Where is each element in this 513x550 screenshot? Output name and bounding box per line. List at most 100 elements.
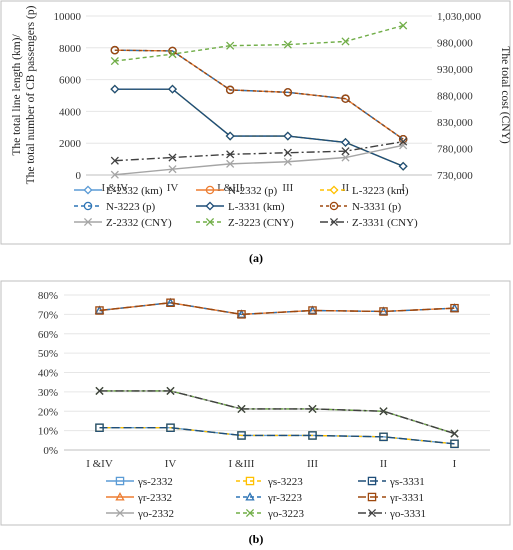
chart-b-ytick: 10% bbox=[38, 426, 58, 438]
legend-item-s-2332: γs-2332 bbox=[106, 476, 173, 488]
legend-marker bbox=[367, 508, 377, 518]
legend-marker bbox=[205, 217, 215, 227]
legend-marker bbox=[329, 185, 339, 195]
legend-item-l-3331-km: L-3331 (km) bbox=[196, 201, 285, 213]
data-point bbox=[283, 40, 292, 49]
data-point bbox=[379, 307, 388, 316]
legend-label: L-2332 (km) bbox=[106, 185, 163, 197]
data-point bbox=[225, 85, 235, 95]
data-point bbox=[399, 141, 408, 150]
chart-b-xtick: II bbox=[380, 458, 388, 470]
data-point bbox=[110, 56, 119, 66]
legend-label: N-3331 (p) bbox=[352, 201, 402, 213]
data-point bbox=[168, 50, 177, 59]
chart-a-ytick-left: 0 bbox=[76, 170, 82, 182]
legend-item-o-3331: γo-3331 bbox=[358, 508, 426, 520]
data-point bbox=[283, 157, 292, 166]
data-point bbox=[399, 21, 408, 30]
legend-marker bbox=[205, 185, 215, 195]
legend-label: γo-3331 bbox=[389, 508, 426, 520]
data-point bbox=[379, 407, 388, 416]
legend-marker bbox=[83, 201, 93, 211]
chart-b-ytick: 80% bbox=[38, 290, 58, 302]
data-point bbox=[398, 161, 408, 171]
series-z-3223-cny bbox=[110, 21, 408, 66]
legend-label: γr-3223 bbox=[267, 492, 302, 504]
legend-label: N-2332 (p) bbox=[228, 185, 278, 197]
legend-item-o-3223: γo-3223 bbox=[236, 508, 305, 520]
legend-marker bbox=[367, 476, 377, 486]
chart-a-xtick: III bbox=[282, 182, 293, 194]
data-point bbox=[168, 153, 177, 162]
series-line bbox=[114, 88, 404, 167]
chart-a-ytick-left: 8000 bbox=[59, 43, 82, 55]
chart-a-ytick-left: 6000 bbox=[59, 75, 82, 87]
chart-a-ylabel-right: The total cost (CNY) bbox=[499, 46, 511, 144]
legend-marker bbox=[115, 476, 125, 486]
chart-b-frame bbox=[0, 280, 511, 526]
chart-a-ytick-right: 980,000 bbox=[437, 38, 473, 50]
chart-a-xtick: II bbox=[342, 182, 350, 194]
legend-item-r-2332: γr-2332 bbox=[106, 492, 172, 504]
data-point bbox=[237, 431, 246, 440]
legend-marker bbox=[329, 217, 339, 227]
chart-b-ytick: 20% bbox=[38, 406, 58, 418]
data-point bbox=[308, 306, 317, 315]
legend-marker bbox=[205, 201, 215, 211]
legend-item-n-3331-p: N-3331 (p) bbox=[320, 201, 402, 213]
data-point bbox=[95, 386, 104, 395]
legend-marker bbox=[83, 217, 93, 227]
chart-b-ytick: 40% bbox=[38, 368, 58, 380]
legend-marker bbox=[329, 201, 339, 211]
chart-b-ytick: 50% bbox=[38, 348, 58, 360]
legend-label: Z-3223 (CNY) bbox=[228, 217, 294, 229]
series-z-3331-cny bbox=[110, 137, 408, 165]
legend-marker bbox=[245, 508, 255, 518]
chart-b-xtick: I bbox=[453, 458, 457, 470]
series-s-3331 bbox=[95, 423, 459, 449]
series-r-3331 bbox=[95, 298, 459, 319]
data-point bbox=[110, 170, 119, 179]
data-point bbox=[283, 131, 293, 141]
data-point bbox=[379, 432, 388, 442]
data-point bbox=[283, 148, 292, 157]
series-l-3331-km bbox=[110, 84, 408, 171]
chart-b-xtick: IV bbox=[165, 458, 177, 470]
chart-a-ytick-right: 730,000 bbox=[437, 170, 473, 182]
legend-label: Z-3331 (CNY) bbox=[352, 217, 418, 229]
legend-item-s-3223: γs-3223 bbox=[236, 476, 303, 488]
legend-item-r-3331: γr-3331 bbox=[358, 492, 424, 504]
data-point bbox=[166, 423, 175, 432]
legend-item-n-3223-p: N-3223 (p) bbox=[74, 201, 156, 213]
chart-a-ytick-left: 10000 bbox=[54, 11, 82, 23]
data-point bbox=[110, 84, 120, 94]
chart-a-ytick-right: 780,000 bbox=[437, 144, 473, 156]
data-point bbox=[341, 37, 350, 46]
data-point bbox=[168, 165, 177, 174]
data-point bbox=[95, 423, 104, 432]
chart-a-ytick-right: 1,030,000 bbox=[437, 11, 482, 23]
chart-b-xtick: I &IV bbox=[86, 458, 113, 470]
legend-item-l-2332-km: L-2332 (km) bbox=[74, 185, 163, 197]
legend-label: γs-2332 bbox=[137, 476, 173, 488]
legend-label: L-3331 (km) bbox=[228, 201, 285, 213]
chart-a-ytick-left: 2000 bbox=[59, 138, 82, 150]
legend-item-n-2332-p: N-2332 (p) bbox=[196, 185, 278, 197]
data-point bbox=[341, 147, 350, 156]
chart-b-xtick: I &III bbox=[229, 458, 255, 470]
data-point bbox=[110, 45, 120, 55]
legend-label: Z-2332 (CNY) bbox=[106, 217, 172, 229]
series-o-3331 bbox=[95, 386, 459, 438]
data-point bbox=[450, 439, 459, 449]
legend-label: γo-2332 bbox=[137, 508, 174, 520]
legend-item-z-3331-cny: Z-3331 (CNY) bbox=[320, 217, 418, 229]
data-point bbox=[225, 131, 235, 141]
data-point bbox=[226, 159, 235, 168]
chart-a-xtick: I bbox=[401, 182, 405, 194]
chart-a-ytick-right: 930,000 bbox=[437, 64, 473, 76]
chart-a-xtick: IV bbox=[167, 182, 179, 194]
data-point bbox=[95, 306, 104, 315]
data-point bbox=[167, 84, 178, 94]
data-point bbox=[308, 431, 317, 440]
series-line bbox=[114, 49, 404, 140]
